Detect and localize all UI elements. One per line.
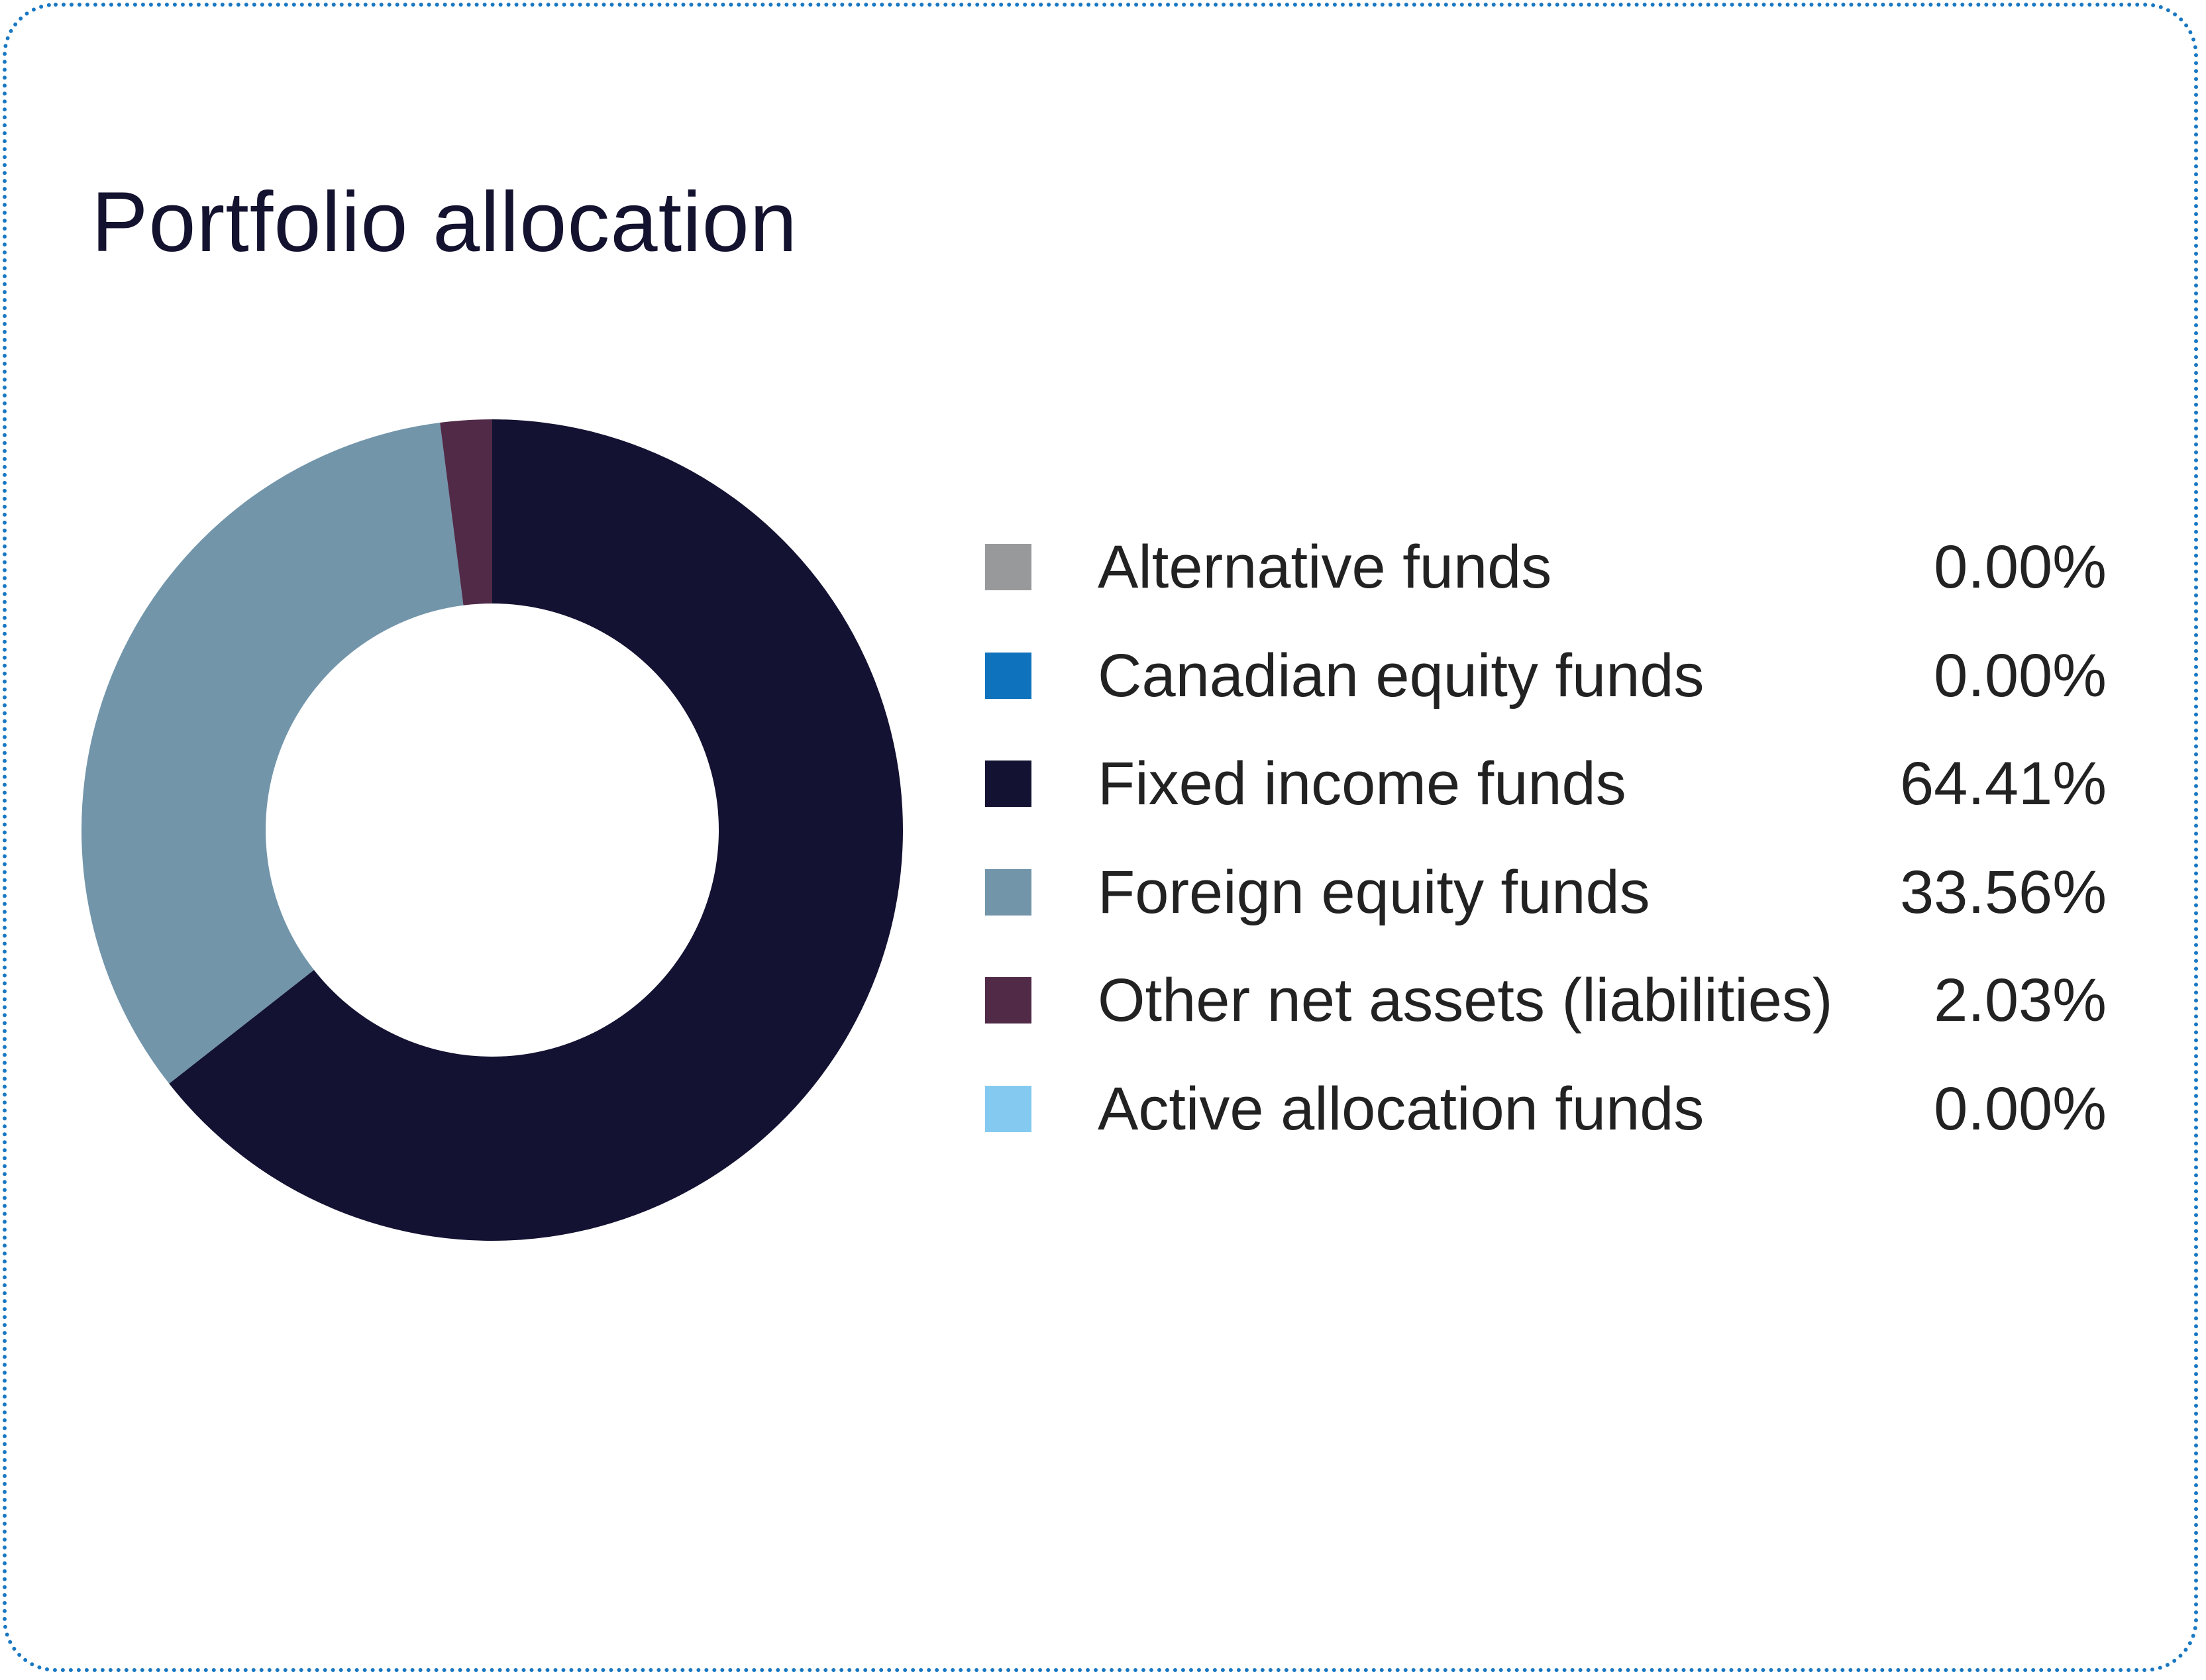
legend-swatch xyxy=(985,544,1031,590)
legend-value: 0.00% xyxy=(1934,533,2107,601)
donut-slice-fixed-income-funds xyxy=(169,419,903,1241)
legend-value: 0.00% xyxy=(1934,1075,2107,1143)
legend-label: Foreign equity funds xyxy=(1098,858,1650,926)
legend-value: 33.56% xyxy=(1899,858,2107,926)
legend-label: Fixed income funds xyxy=(1098,750,1626,817)
legend-label: Other net assets (liabilities) xyxy=(1098,967,1833,1034)
legend-value: 64.41% xyxy=(1899,750,2107,817)
legend-item: Canadian equity funds 0.00% xyxy=(985,639,2107,747)
legend-item: Fixed income funds 64.41% xyxy=(985,747,2107,855)
legend-swatch xyxy=(985,652,1031,699)
donut-slice-other-net-assets-liabilities xyxy=(440,419,492,605)
legend-label: Canadian equity funds xyxy=(1098,641,1705,709)
chart-legend: Alternative funds 0.00% Canadian equity … xyxy=(985,530,2107,1180)
legend-swatch xyxy=(985,1085,1031,1132)
legend-item: Active allocation funds 0.00% xyxy=(985,1072,2107,1181)
portfolio-allocation-card xyxy=(3,3,2198,1672)
legend-item: Foreign equity funds 33.56% xyxy=(985,855,2107,964)
donut-chart xyxy=(81,419,903,1241)
legend-swatch xyxy=(985,761,1031,807)
legend-item: Alternative funds 0.00% xyxy=(985,530,2107,639)
legend-label: Active allocation funds xyxy=(1098,1075,1705,1143)
legend-value: 0.00% xyxy=(1934,641,2107,709)
legend-swatch xyxy=(985,977,1031,1024)
legend-swatch xyxy=(985,868,1031,916)
chart-title: Portfolio allocation xyxy=(91,175,798,270)
legend-value: 2.03% xyxy=(1934,967,2107,1034)
legend-item: Other net assets (liabilities) 2.03% xyxy=(985,963,2107,1072)
legend-label: Alternative funds xyxy=(1098,533,1552,601)
donut-slice-foreign-equity-funds xyxy=(81,423,464,1084)
